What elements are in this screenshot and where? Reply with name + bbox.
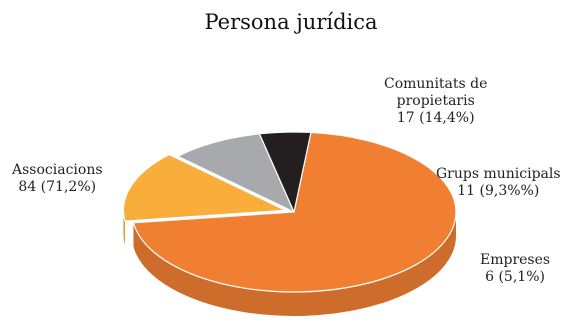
slice-empreses (258, 131, 312, 213)
label-grups: Grups municipals 11 (9,3%%) (436, 166, 561, 200)
label-empreses: Empreses 6 (5,1%) (480, 252, 550, 286)
label-comunitats-line1: Comunitats de (384, 76, 488, 92)
label-associacions-name: Associacions (12, 162, 103, 178)
label-comunitats: Comunitats de propietaris 17 (14,4%) (384, 76, 487, 127)
label-comunitats-line2: propietaris (396, 93, 475, 109)
label-comunitats-value: 17 (14,4%) (396, 110, 475, 126)
slice-side-associacions (133, 212, 456, 317)
label-empreses-name: Empreses (480, 252, 551, 268)
label-associacions-value: 84 (71,2%) (18, 179, 97, 195)
label-empreses-value: 6 (5,1%) (485, 269, 545, 285)
label-associacions: Associacions 84 (71,2%) (12, 162, 103, 196)
label-grups-value: 11 (9,3%%) (457, 183, 540, 199)
slice-grups-municipals (177, 133, 295, 213)
label-grups-name: Grups municipals (436, 166, 561, 182)
slice-comunitats-de-propietaris (122, 154, 287, 222)
slice-associacions (132, 131, 457, 293)
chart-title: Persona jurídica (204, 10, 378, 34)
